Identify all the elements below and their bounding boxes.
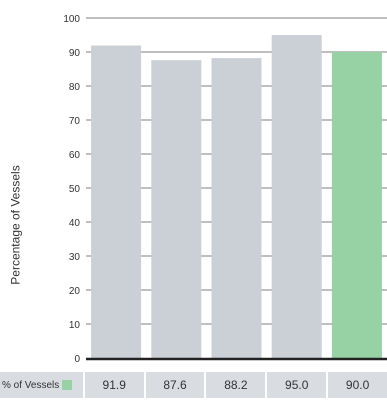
table-cell: 87.6 [145, 372, 205, 398]
y-tick-label: 70 [69, 116, 81, 127]
bar [91, 45, 142, 358]
x-tick-label: 06/07 [342, 370, 372, 372]
table-cell: 95.0 [267, 372, 327, 398]
bar [151, 60, 202, 358]
y-tick-label: 80 [69, 82, 81, 93]
y-tick-label: 50 [69, 184, 81, 195]
y-tick-label: 40 [69, 218, 81, 229]
table-cell: 88.2 [206, 372, 266, 398]
y-tick-label: 10 [69, 320, 81, 331]
legend-swatch [62, 380, 73, 390]
bar [271, 35, 322, 358]
y-tick-label: 90 [69, 48, 81, 59]
data-table-row: % of Vessels 91.9 87.6 88.2 95.0 90.0 [0, 372, 387, 398]
bar [331, 52, 382, 358]
table-cell: 91.9 [84, 372, 144, 398]
y-tick-label: 30 [69, 252, 81, 263]
bar-chart: 0 10 20 30 40 50 60 70 80 90 100 02/03 03/04 04/05 05/… [63, 14, 387, 372]
x-tick-label: 03/04 [161, 370, 191, 372]
y-tick-label: 60 [69, 150, 81, 161]
y-axis-title-wrap: Percentage of Vessels [4, 120, 28, 330]
x-tick-label: 05/06 [282, 370, 312, 372]
y-tick-label: 20 [69, 286, 81, 297]
bar [211, 58, 262, 359]
table-cell: 90.0 [328, 372, 387, 398]
y-tick-label: 100 [63, 14, 80, 25]
x-tick-label: 04/05 [221, 370, 251, 372]
table-row-label-text: % of Vessels [2, 379, 60, 391]
table-row-label: % of Vessels [0, 372, 83, 398]
y-tick-label: 0 [74, 354, 80, 365]
y-axis-title: Percentage of Vessels [9, 165, 24, 285]
x-tick-label: 02/03 [101, 370, 131, 372]
